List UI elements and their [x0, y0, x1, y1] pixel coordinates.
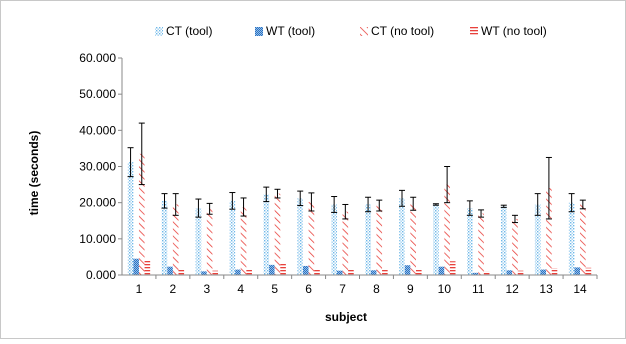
x-tick-label: 13	[539, 282, 553, 296]
bar-2-6	[303, 266, 309, 275]
bar-1-12	[501, 206, 507, 275]
bar-2-8	[371, 270, 377, 275]
y-tick-label: 50.000	[79, 87, 116, 101]
bar-4-11	[484, 271, 490, 275]
bar-1-5	[263, 194, 269, 275]
bar-1-1	[128, 162, 134, 275]
legend-item: WT (no tool)	[470, 24, 547, 38]
legend-item: CT (no tool)	[360, 24, 434, 38]
bar-3-9	[410, 204, 416, 275]
legend-label: CT (tool)	[166, 24, 212, 38]
y-tick-label: 0.000	[86, 268, 116, 282]
legend-swatch	[255, 27, 263, 36]
y-tick-label: 20.000	[79, 196, 116, 210]
bar-2-4	[235, 270, 241, 275]
x-tick-label: 5	[271, 282, 278, 296]
bar-1-3	[196, 208, 202, 275]
bar-4-13	[552, 268, 558, 275]
bar-3-4	[241, 207, 247, 275]
bar-3-8	[376, 206, 382, 275]
bar-4-6	[314, 270, 320, 275]
y-tick-label: 40.000	[79, 123, 116, 137]
x-tick-label: 1	[136, 282, 143, 296]
bar-3-3	[207, 209, 213, 275]
bar-4-4	[246, 270, 252, 275]
x-tick-label: 10	[438, 282, 452, 296]
bar-4-2	[178, 268, 184, 275]
x-tick-label: 7	[339, 282, 346, 296]
x-tick-label: 11	[472, 282, 485, 296]
y-tick-label: 30.000	[79, 160, 116, 174]
bar-2-12	[507, 270, 513, 275]
bar-4-10	[450, 261, 456, 275]
bar-3-5	[275, 194, 281, 275]
x-axis-label: subject	[325, 310, 367, 324]
legend-swatch	[470, 27, 478, 36]
bar-1-2	[162, 201, 168, 275]
bar-1-6	[297, 198, 303, 275]
bar-4-5	[280, 263, 286, 275]
y-tick-label: 60.000	[79, 51, 116, 65]
bar-4-14	[586, 268, 592, 275]
bar-2-7	[337, 271, 343, 275]
bar-2-10	[439, 267, 445, 275]
x-tick-label: 2	[170, 282, 177, 296]
bar-4-8	[382, 268, 388, 275]
x-tick-label: 8	[373, 282, 380, 296]
bar-1-4	[230, 201, 236, 275]
legend-label: WT (tool)	[266, 24, 315, 38]
x-tick-label: 14	[573, 282, 587, 296]
x-tick-label: 6	[305, 282, 312, 296]
bar-1-9	[399, 198, 405, 275]
legend-label: WT (no tool)	[481, 24, 547, 38]
bar-4-9	[416, 268, 422, 275]
bar-2-3	[201, 271, 207, 275]
bar-3-12	[512, 219, 518, 275]
bar-1-14	[569, 203, 575, 275]
bar-2-5	[269, 265, 275, 275]
bar-1-8	[365, 204, 371, 275]
bar-1-7	[331, 204, 337, 275]
bar-1-10	[433, 204, 439, 275]
bar-3-11	[478, 214, 484, 275]
bar-3-14	[580, 204, 586, 275]
bar-2-9	[405, 265, 411, 275]
legend-swatch	[360, 27, 368, 36]
bar-3-7	[343, 212, 349, 275]
x-tick-label: 4	[237, 282, 244, 296]
bar-4-12	[518, 271, 524, 275]
y-axis-label: time (seconds)	[27, 131, 41, 216]
x-tick-label: 3	[203, 282, 210, 296]
legend-label: CT (no tool)	[371, 24, 434, 38]
bar-2-14	[574, 267, 580, 275]
bar-1-11	[467, 208, 473, 275]
bar-4-1	[145, 261, 151, 275]
y-tick-label: 10.000	[79, 232, 116, 246]
bar-2-2	[167, 267, 173, 275]
bar-2-13	[541, 270, 547, 275]
bar-4-3	[212, 271, 218, 275]
bar-2-1	[133, 259, 139, 275]
x-tick-label: 12	[505, 282, 519, 296]
bar-3-6	[309, 202, 315, 275]
bar-4-7	[348, 270, 354, 275]
x-tick-label: 9	[407, 282, 414, 296]
legend-swatch	[155, 27, 163, 36]
